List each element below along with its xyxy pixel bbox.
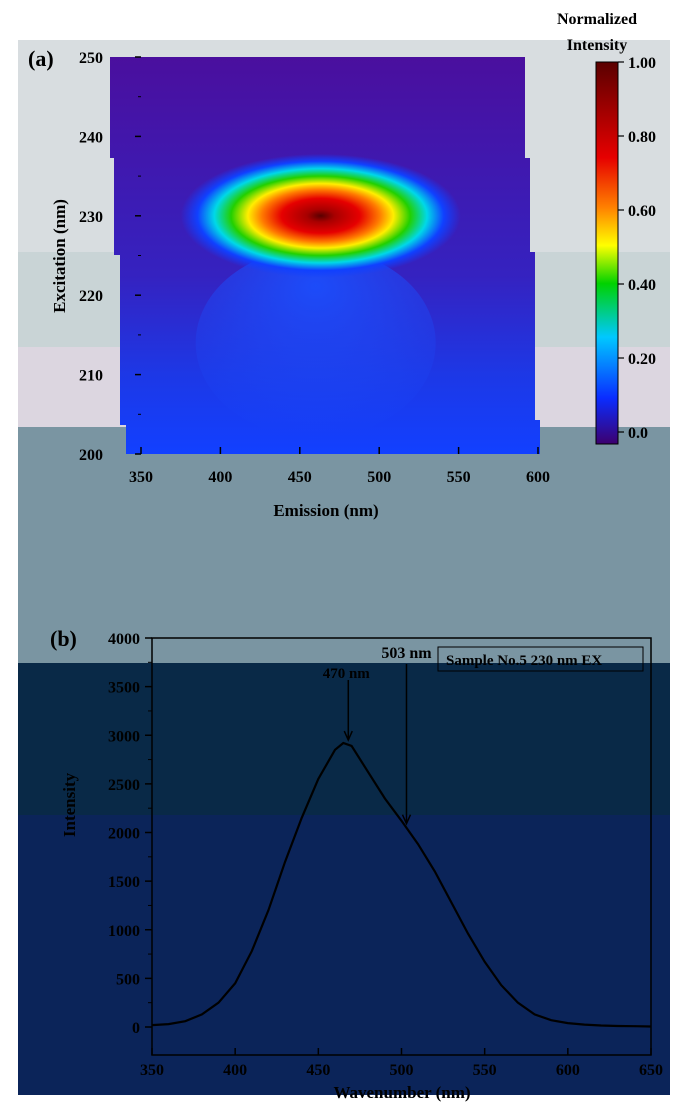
panel-b-y-axis-label: Intensity [60, 772, 79, 837]
b-x-tick-label: 350 [140, 1062, 164, 1079]
b-x-tick-label: 400 [223, 1062, 247, 1079]
legend-frame [437, 646, 644, 672]
a-y-tick-label: 200 [79, 447, 103, 464]
panel-a-label: (a) [28, 46, 54, 71]
b-x-tick-label: 450 [306, 1062, 330, 1079]
peak-503-arrowhead [401, 814, 412, 826]
panel-a-x-axis-label: Emission (nm) [273, 501, 378, 520]
a-x-tick-label: 500 [367, 469, 391, 486]
panel-b-x-axis-label: Wavenumber (nm) [333, 1083, 470, 1102]
a-y-tick-label: 220 [79, 288, 103, 305]
a-x-tick-label: 550 [447, 469, 471, 486]
legend-text: Sample No.5 230 nm EX [446, 653, 602, 669]
heatmap-tail [195, 247, 436, 438]
colorbar-gradient [595, 61, 619, 445]
b-y-tick-label: 1500 [108, 874, 140, 891]
a-y-tick-label: 240 [79, 129, 103, 146]
heatmap-area [110, 57, 540, 454]
panel-gap-background [18, 427, 670, 663]
colorbar-ticks: 0.0 0.20 0.40 0.60 0.80 1.00 [618, 55, 656, 442]
b-y-tick-label: 2000 [108, 826, 140, 843]
panel-b: (b) 0 500 1000 1500 2000 2500 3000 3500 4000 350… [50, 626, 663, 1102]
peak-503-label: 503 nm [381, 645, 432, 662]
colorbar-title-line-2: Intensity [567, 37, 627, 54]
b-y-tick-label: 4000 [108, 631, 140, 648]
a-y-tick-label: 250 [79, 50, 103, 67]
a-y-tick-label: 230 [79, 209, 103, 226]
b-y-tick-label: 0 [132, 1020, 140, 1037]
a-x-tick-label: 400 [208, 469, 232, 486]
colorbar-tick-label: 0.20 [628, 351, 656, 368]
colorbar-tick-label: 1.00 [628, 55, 656, 72]
panel-b-background-upper [18, 663, 670, 815]
b-y-tick-label: 2500 [108, 777, 140, 794]
b-x-tick-label: 500 [390, 1062, 414, 1079]
a-x-tick-label: 600 [526, 469, 550, 486]
b-x-tick-label: 600 [556, 1062, 580, 1079]
colorbar-tick-label: 0.80 [628, 129, 656, 146]
colorbar-title-line-1: Normalized [557, 11, 637, 28]
panel-b-background-lower [18, 815, 670, 1095]
panel-b-y-ticks: 0 500 1000 1500 2000 2500 3000 3500 4000 [108, 631, 152, 1037]
a-y-tick-label: 210 [79, 368, 103, 385]
legend-box: Sample No.5 230 nm EX [437, 646, 644, 672]
peak-annotations: 470 nm 503 nm [323, 645, 432, 826]
b-x-tick-label: 550 [473, 1062, 497, 1079]
panel-b-x-ticks: 350 400 450 500 550 600 650 [140, 1048, 663, 1079]
panel-a: (a) 350 400 450 500 550 600 200 210 220 230 240 25… [28, 11, 656, 520]
colorbar-tick-label: 0.0 [628, 425, 648, 442]
colorbar-tick-label: 0.60 [628, 203, 656, 220]
colorbar-tick-label: 0.40 [628, 277, 656, 294]
panel-a-y-axis-label: Excitation (nm) [50, 199, 69, 313]
panel-a-x-ticks: 350 400 450 500 550 600 [129, 447, 550, 486]
a-x-tick-label: 450 [288, 469, 312, 486]
b-y-tick-label: 3000 [108, 728, 140, 745]
colorbar: Normalized Intensity 0.0 0.20 0.40 0.60 0.80… [557, 11, 656, 445]
a-x-tick-label: 350 [129, 469, 153, 486]
panel-a-y-ticks: 200 210 220 230 240 250 [79, 50, 141, 464]
b-y-tick-label: 3500 [108, 680, 140, 697]
b-y-tick-label: 500 [116, 971, 140, 988]
heatmap-peak [180, 153, 461, 278]
peak-470-label: 470 nm [323, 666, 371, 682]
top-margin [0, 0, 680, 40]
b-x-tick-label: 650 [639, 1062, 663, 1079]
panel-b-label: (b) [50, 626, 77, 651]
intensity-line [151, 741, 652, 1028]
b-y-tick-label: 1000 [108, 923, 140, 940]
peak-470-arrowhead [343, 730, 353, 742]
